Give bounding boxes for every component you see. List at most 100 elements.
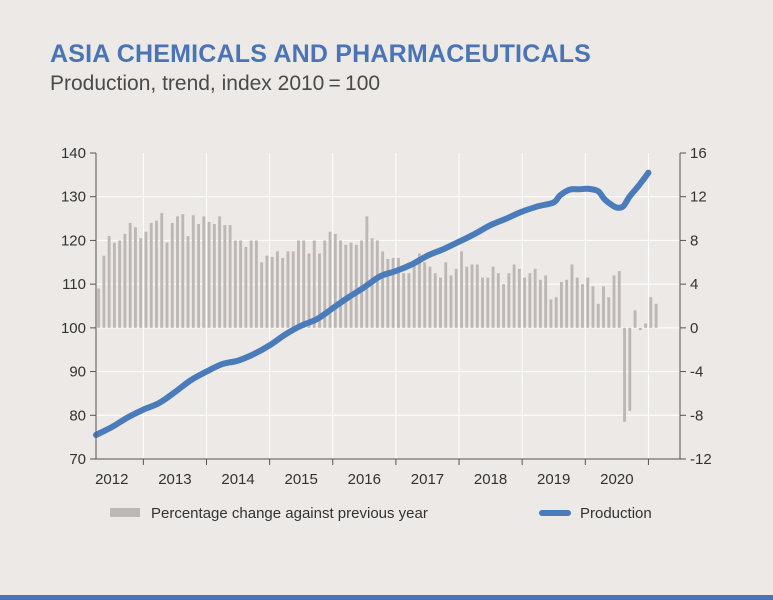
percentage-bar bbox=[512, 264, 516, 328]
right-tick-label: -12 bbox=[690, 451, 712, 468]
percentage-bar bbox=[623, 327, 626, 422]
percentage-bar bbox=[244, 246, 248, 328]
percentage-bar bbox=[628, 327, 632, 411]
chart-subtitle: Production, trend, index 2010 = 100 bbox=[50, 72, 381, 95]
percentage-bar bbox=[312, 240, 316, 328]
percentage-bar bbox=[197, 224, 200, 328]
percentage-bar bbox=[423, 262, 427, 328]
percentage-bar bbox=[275, 251, 279, 328]
percentage-bar bbox=[212, 224, 216, 328]
percentage-bar bbox=[265, 255, 269, 328]
percentage-bar bbox=[176, 216, 179, 328]
percentage-bar bbox=[328, 231, 332, 328]
percentage-bar bbox=[123, 233, 127, 328]
chart-title: ASIA CHEMICALS AND PHARMACEUTICALS bbox=[50, 40, 592, 68]
percentage-bar bbox=[470, 264, 474, 328]
percentage-bar bbox=[654, 303, 658, 328]
percentage-bar bbox=[575, 277, 579, 328]
left-tick-label: 110 bbox=[62, 276, 86, 293]
percentage-bar bbox=[612, 275, 616, 328]
left-tick-label: 90 bbox=[69, 364, 86, 381]
percentage-bar bbox=[365, 216, 369, 328]
percentage-bar bbox=[491, 266, 495, 328]
percentage-bar bbox=[559, 281, 563, 328]
percentage-bar bbox=[207, 221, 211, 328]
axes: 140 130 120 110 100 90 80 70 16 12 8 4 0 -4 -8 -12 2012 2… bbox=[61, 145, 712, 488]
legend-bar-swatch bbox=[110, 508, 140, 517]
percentage-bar bbox=[517, 268, 521, 328]
percentage-bar bbox=[596, 303, 600, 328]
percentage-bar bbox=[323, 240, 327, 328]
percentage-bar bbox=[407, 273, 411, 328]
percentage-bar bbox=[460, 251, 463, 328]
percentage-bar bbox=[218, 216, 222, 328]
percentage-bar bbox=[386, 259, 390, 328]
percentage-bar bbox=[586, 277, 590, 328]
percentage-bar bbox=[538, 279, 542, 328]
percentage-bar bbox=[112, 242, 116, 328]
percentage-bar bbox=[339, 240, 342, 328]
percentage-bar bbox=[333, 233, 337, 328]
percentage-bar bbox=[307, 253, 311, 328]
percentage-bar bbox=[554, 297, 558, 328]
percentage-bar bbox=[544, 275, 548, 328]
percentage-bar bbox=[202, 216, 206, 328]
percentage-bar bbox=[102, 255, 106, 328]
percentage-bar bbox=[486, 277, 490, 328]
percentage-bar bbox=[318, 253, 321, 328]
percentage-bar bbox=[233, 240, 237, 328]
percentage-bar bbox=[239, 240, 243, 328]
year-label: 2016 bbox=[348, 471, 381, 488]
percentage-bar bbox=[170, 222, 174, 328]
year-label: 2018 bbox=[474, 471, 507, 488]
percentage-bar bbox=[349, 242, 353, 328]
left-tick-label: 80 bbox=[69, 407, 86, 424]
percentage-bar bbox=[291, 251, 295, 328]
percentage-bar bbox=[496, 273, 500, 328]
left-tick-label: 140 bbox=[61, 145, 86, 162]
percentage-bar bbox=[165, 242, 169, 328]
percentage-bar bbox=[260, 262, 264, 328]
right-tick-label: -8 bbox=[690, 407, 703, 424]
percentage-bar bbox=[591, 286, 595, 328]
right-tick-label: 12 bbox=[690, 189, 707, 206]
percentage-bar bbox=[97, 288, 101, 328]
year-label: 2019 bbox=[537, 471, 570, 488]
percentage-bar bbox=[396, 257, 400, 328]
percentage-bar bbox=[139, 238, 143, 328]
percentage-bar bbox=[602, 286, 605, 328]
percentage-bar bbox=[254, 240, 258, 328]
percentage-bar bbox=[533, 268, 537, 328]
percentage-bar bbox=[302, 240, 306, 328]
percentage-bar bbox=[475, 264, 479, 328]
percentage-bar bbox=[454, 268, 458, 328]
percentage-bar bbox=[439, 277, 442, 328]
percentage-bar bbox=[149, 222, 153, 328]
left-tick-label: 100 bbox=[61, 320, 86, 337]
percentage-bar bbox=[128, 222, 132, 328]
legend-bar-label: Percentage change against previous year bbox=[151, 505, 428, 522]
right-tick-label: 0 bbox=[690, 320, 698, 337]
percentage-bar bbox=[428, 266, 432, 328]
percentage-bar bbox=[449, 275, 453, 328]
percentage-bar bbox=[633, 310, 637, 328]
left-tick-label: 70 bbox=[69, 451, 86, 468]
production-line-group bbox=[93, 169, 652, 438]
percentage-bar bbox=[617, 271, 621, 328]
percentage-bar bbox=[465, 266, 469, 328]
percentage-bar bbox=[607, 297, 611, 328]
percentage-bar bbox=[570, 264, 574, 328]
percentage-bar bbox=[444, 262, 448, 328]
legend: Percentage change against previous year P… bbox=[110, 505, 652, 522]
gridlines bbox=[96, 153, 680, 459]
left-tick-label: 120 bbox=[61, 232, 86, 249]
percentage-bar bbox=[523, 277, 527, 328]
year-label: 2013 bbox=[158, 471, 191, 488]
percentage-bar bbox=[223, 225, 227, 328]
right-tick-label: 8 bbox=[690, 232, 698, 249]
percentage-bar bbox=[481, 277, 484, 328]
percentage-bar bbox=[549, 299, 553, 328]
percentage-bar bbox=[528, 273, 532, 328]
percentage-bar bbox=[107, 236, 111, 328]
percentage-bar bbox=[565, 279, 569, 328]
